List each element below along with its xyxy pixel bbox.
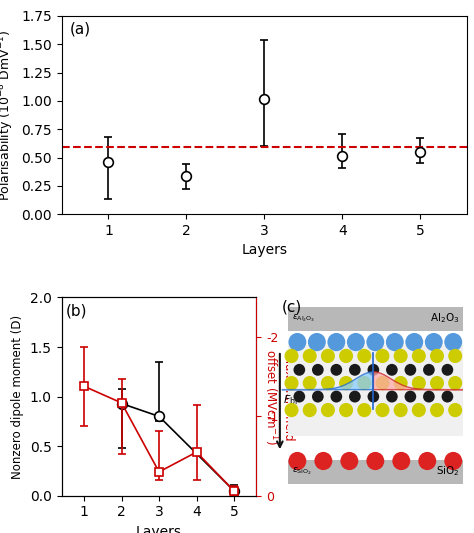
Circle shape (330, 391, 342, 402)
Circle shape (308, 333, 326, 351)
Circle shape (357, 376, 371, 390)
Circle shape (303, 376, 317, 390)
Circle shape (339, 403, 353, 417)
Circle shape (328, 333, 345, 351)
Circle shape (412, 349, 426, 363)
Polygon shape (282, 372, 374, 390)
Circle shape (357, 349, 371, 363)
Text: $F_{\rm bi}$: $F_{\rm bi}$ (283, 394, 298, 407)
Circle shape (349, 364, 361, 376)
Circle shape (357, 403, 371, 417)
Circle shape (404, 391, 416, 402)
Circle shape (393, 349, 408, 363)
Circle shape (393, 376, 408, 390)
Circle shape (425, 333, 443, 351)
Circle shape (423, 364, 435, 376)
Circle shape (284, 349, 299, 363)
X-axis label: Layers: Layers (136, 525, 182, 533)
Text: (b): (b) (65, 303, 87, 318)
Y-axis label: Maximum field
offset (MVcm$^{-1}$): Maximum field offset (MVcm$^{-1}$) (262, 349, 295, 445)
Circle shape (340, 452, 358, 470)
Polygon shape (374, 372, 463, 390)
Circle shape (423, 391, 435, 402)
Circle shape (339, 376, 353, 390)
Circle shape (284, 403, 299, 417)
Text: (c): (c) (282, 300, 302, 314)
Circle shape (321, 376, 335, 390)
Circle shape (367, 364, 379, 376)
Circle shape (386, 391, 398, 402)
Circle shape (419, 452, 436, 470)
Circle shape (448, 403, 462, 417)
Text: SiO$_2$: SiO$_2$ (436, 464, 459, 478)
Circle shape (339, 349, 353, 363)
Circle shape (442, 364, 453, 376)
Circle shape (367, 391, 379, 402)
Circle shape (393, 403, 408, 417)
Circle shape (430, 349, 444, 363)
Text: (a): (a) (70, 22, 91, 37)
Circle shape (321, 403, 335, 417)
Circle shape (430, 376, 444, 390)
Circle shape (404, 364, 416, 376)
Circle shape (288, 333, 306, 351)
Circle shape (330, 364, 342, 376)
Circle shape (386, 364, 398, 376)
X-axis label: Layers: Layers (241, 244, 287, 257)
Circle shape (347, 333, 365, 351)
Circle shape (303, 349, 317, 363)
Circle shape (375, 376, 390, 390)
Circle shape (392, 452, 410, 470)
Y-axis label: Polarisability (10$^{-8}$ DmV$^{-1}$): Polarisability (10$^{-8}$ DmV$^{-1}$) (0, 29, 16, 201)
Circle shape (293, 391, 305, 402)
Bar (288, 308, 463, 331)
Circle shape (386, 333, 404, 351)
Circle shape (314, 452, 332, 470)
Circle shape (293, 364, 305, 376)
Bar (288, 460, 463, 484)
Circle shape (412, 403, 426, 417)
Y-axis label: Nonzero dipole moment (D): Nonzero dipole moment (D) (11, 314, 24, 479)
Circle shape (448, 376, 462, 390)
Circle shape (349, 391, 361, 402)
Circle shape (412, 376, 426, 390)
Circle shape (366, 452, 384, 470)
Circle shape (375, 403, 390, 417)
Circle shape (444, 333, 462, 351)
Circle shape (321, 349, 335, 363)
Circle shape (366, 333, 384, 351)
Text: $\varepsilon_{\mathrm{SiO_2}}$: $\varepsilon_{\mathrm{SiO_2}}$ (292, 465, 311, 477)
Circle shape (312, 391, 324, 402)
Circle shape (405, 333, 423, 351)
Circle shape (303, 403, 317, 417)
Text: Al$_2$O$_3$: Al$_2$O$_3$ (430, 311, 459, 325)
Circle shape (444, 452, 462, 470)
Bar (288, 345, 463, 436)
Circle shape (312, 364, 324, 376)
Circle shape (284, 376, 299, 390)
Circle shape (288, 452, 306, 470)
Text: $\varepsilon_{\mathrm{Al_2O_3}}$: $\varepsilon_{\mathrm{Al_2O_3}}$ (292, 312, 315, 324)
Circle shape (375, 349, 390, 363)
Circle shape (430, 403, 444, 417)
Circle shape (442, 391, 453, 402)
Circle shape (448, 349, 462, 363)
